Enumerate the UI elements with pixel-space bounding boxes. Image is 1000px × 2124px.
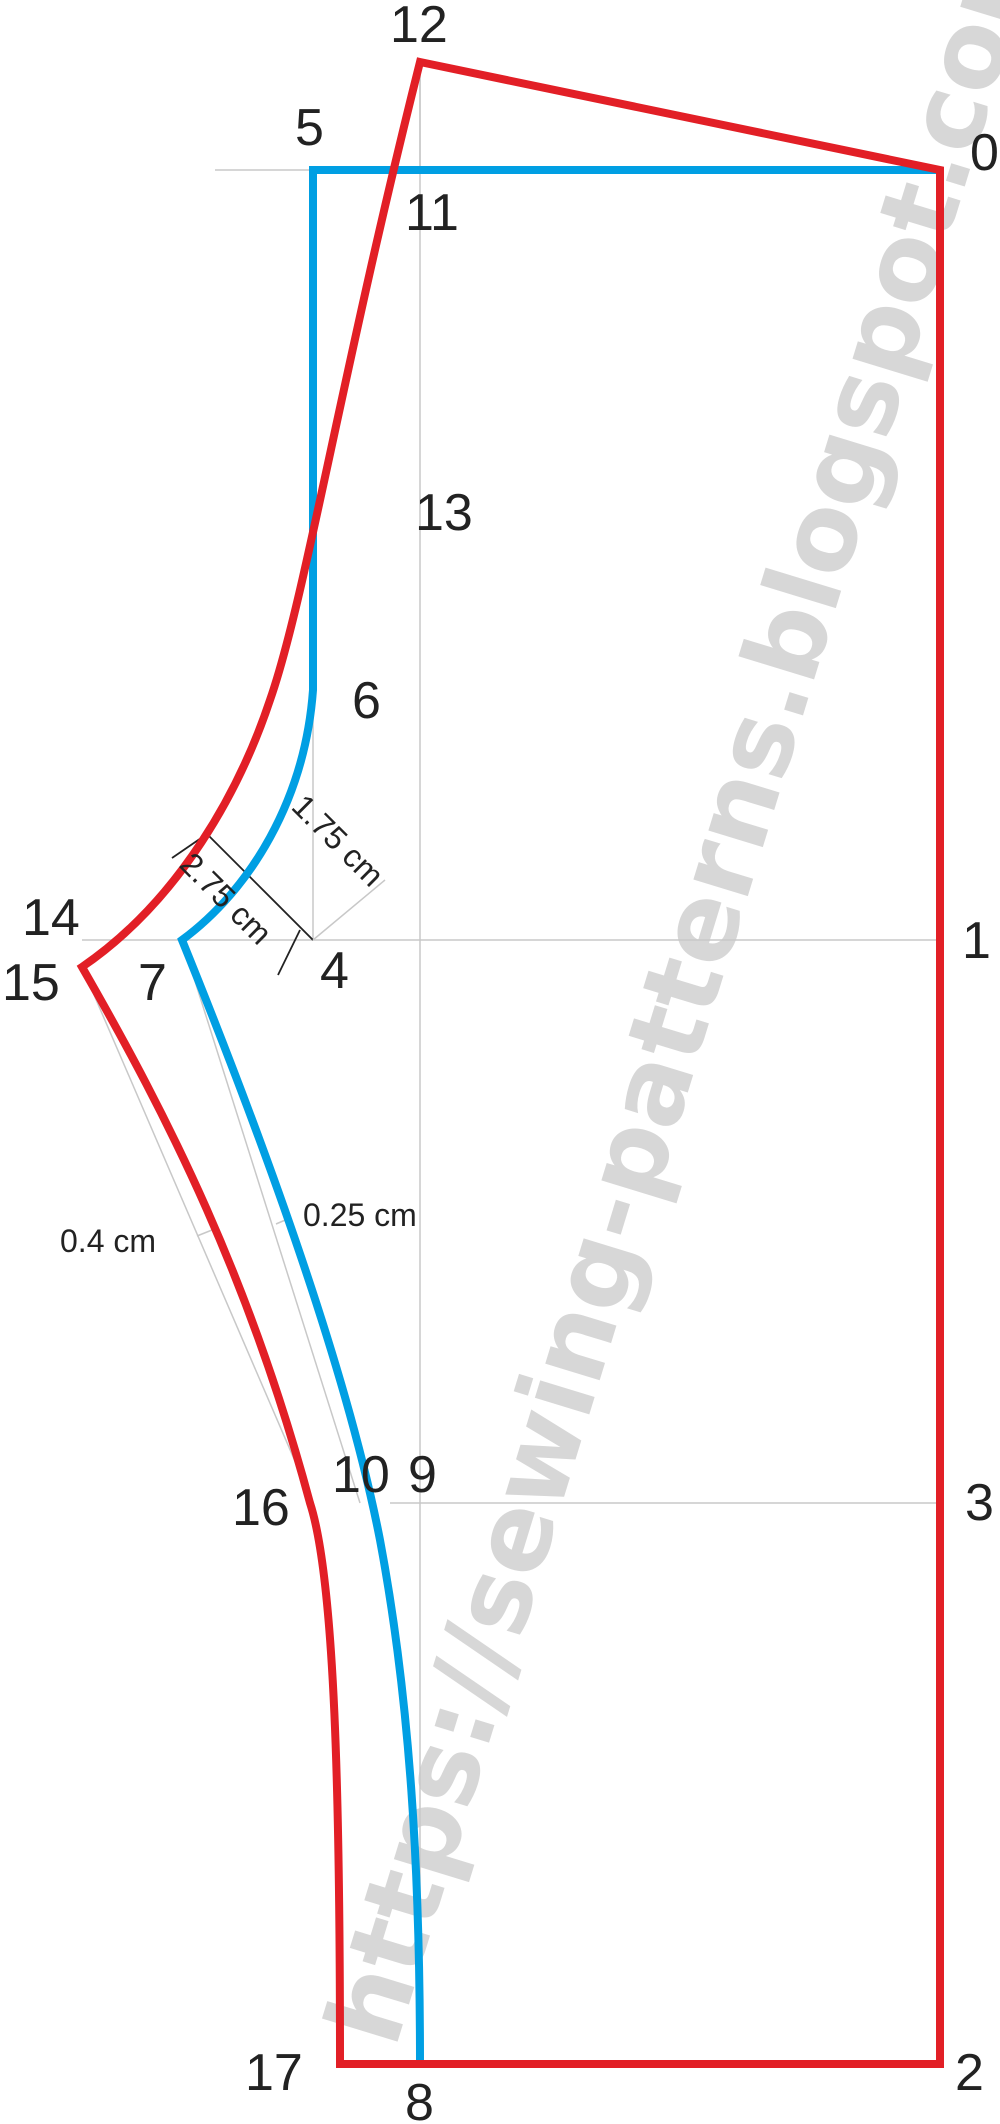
- measurement-inseam-back: 0.4 cm: [60, 1223, 156, 1259]
- measurement-crotch-inner: 1.75 cm: [285, 787, 391, 893]
- point-label-2: 2: [955, 2044, 984, 2102]
- point-label-0: 0: [970, 124, 999, 182]
- point-label-7: 7: [138, 954, 167, 1012]
- point-label-15: 15: [2, 954, 60, 1012]
- point-label-10: 10: [332, 1446, 390, 1504]
- point-label-9: 9: [408, 1446, 437, 1504]
- front-pattern-outline: [177, 166, 940, 2065]
- inseam-front-guide: [181, 939, 361, 1504]
- point-label-12: 12: [390, 0, 448, 54]
- guide-lines: [81, 62, 940, 2064]
- point-label-4: 4: [320, 942, 349, 1000]
- point-label-1: 1: [962, 912, 991, 970]
- point-label-11: 11: [405, 184, 459, 242]
- crotch-extend-line: [312, 879, 386, 941]
- point-label-3: 3: [965, 1474, 994, 1532]
- measurement-inseam-front: 0.25 cm: [303, 1197, 417, 1233]
- point-label-6: 6: [352, 672, 381, 730]
- back-pattern-outline: [76, 57, 944, 2068]
- crotch-tick-b: [277, 929, 301, 976]
- point-label-5: 5: [295, 99, 324, 157]
- point-label-17: 17: [245, 2044, 303, 2102]
- point-label-14: 14: [22, 889, 80, 947]
- point-label-8: 8: [405, 2074, 434, 2124]
- crotch-diagonal-dimension: [206, 833, 314, 941]
- point-label-16: 16: [232, 1479, 290, 1537]
- offset-tick-04: [196, 1229, 213, 1237]
- point-label-13: 13: [415, 484, 473, 542]
